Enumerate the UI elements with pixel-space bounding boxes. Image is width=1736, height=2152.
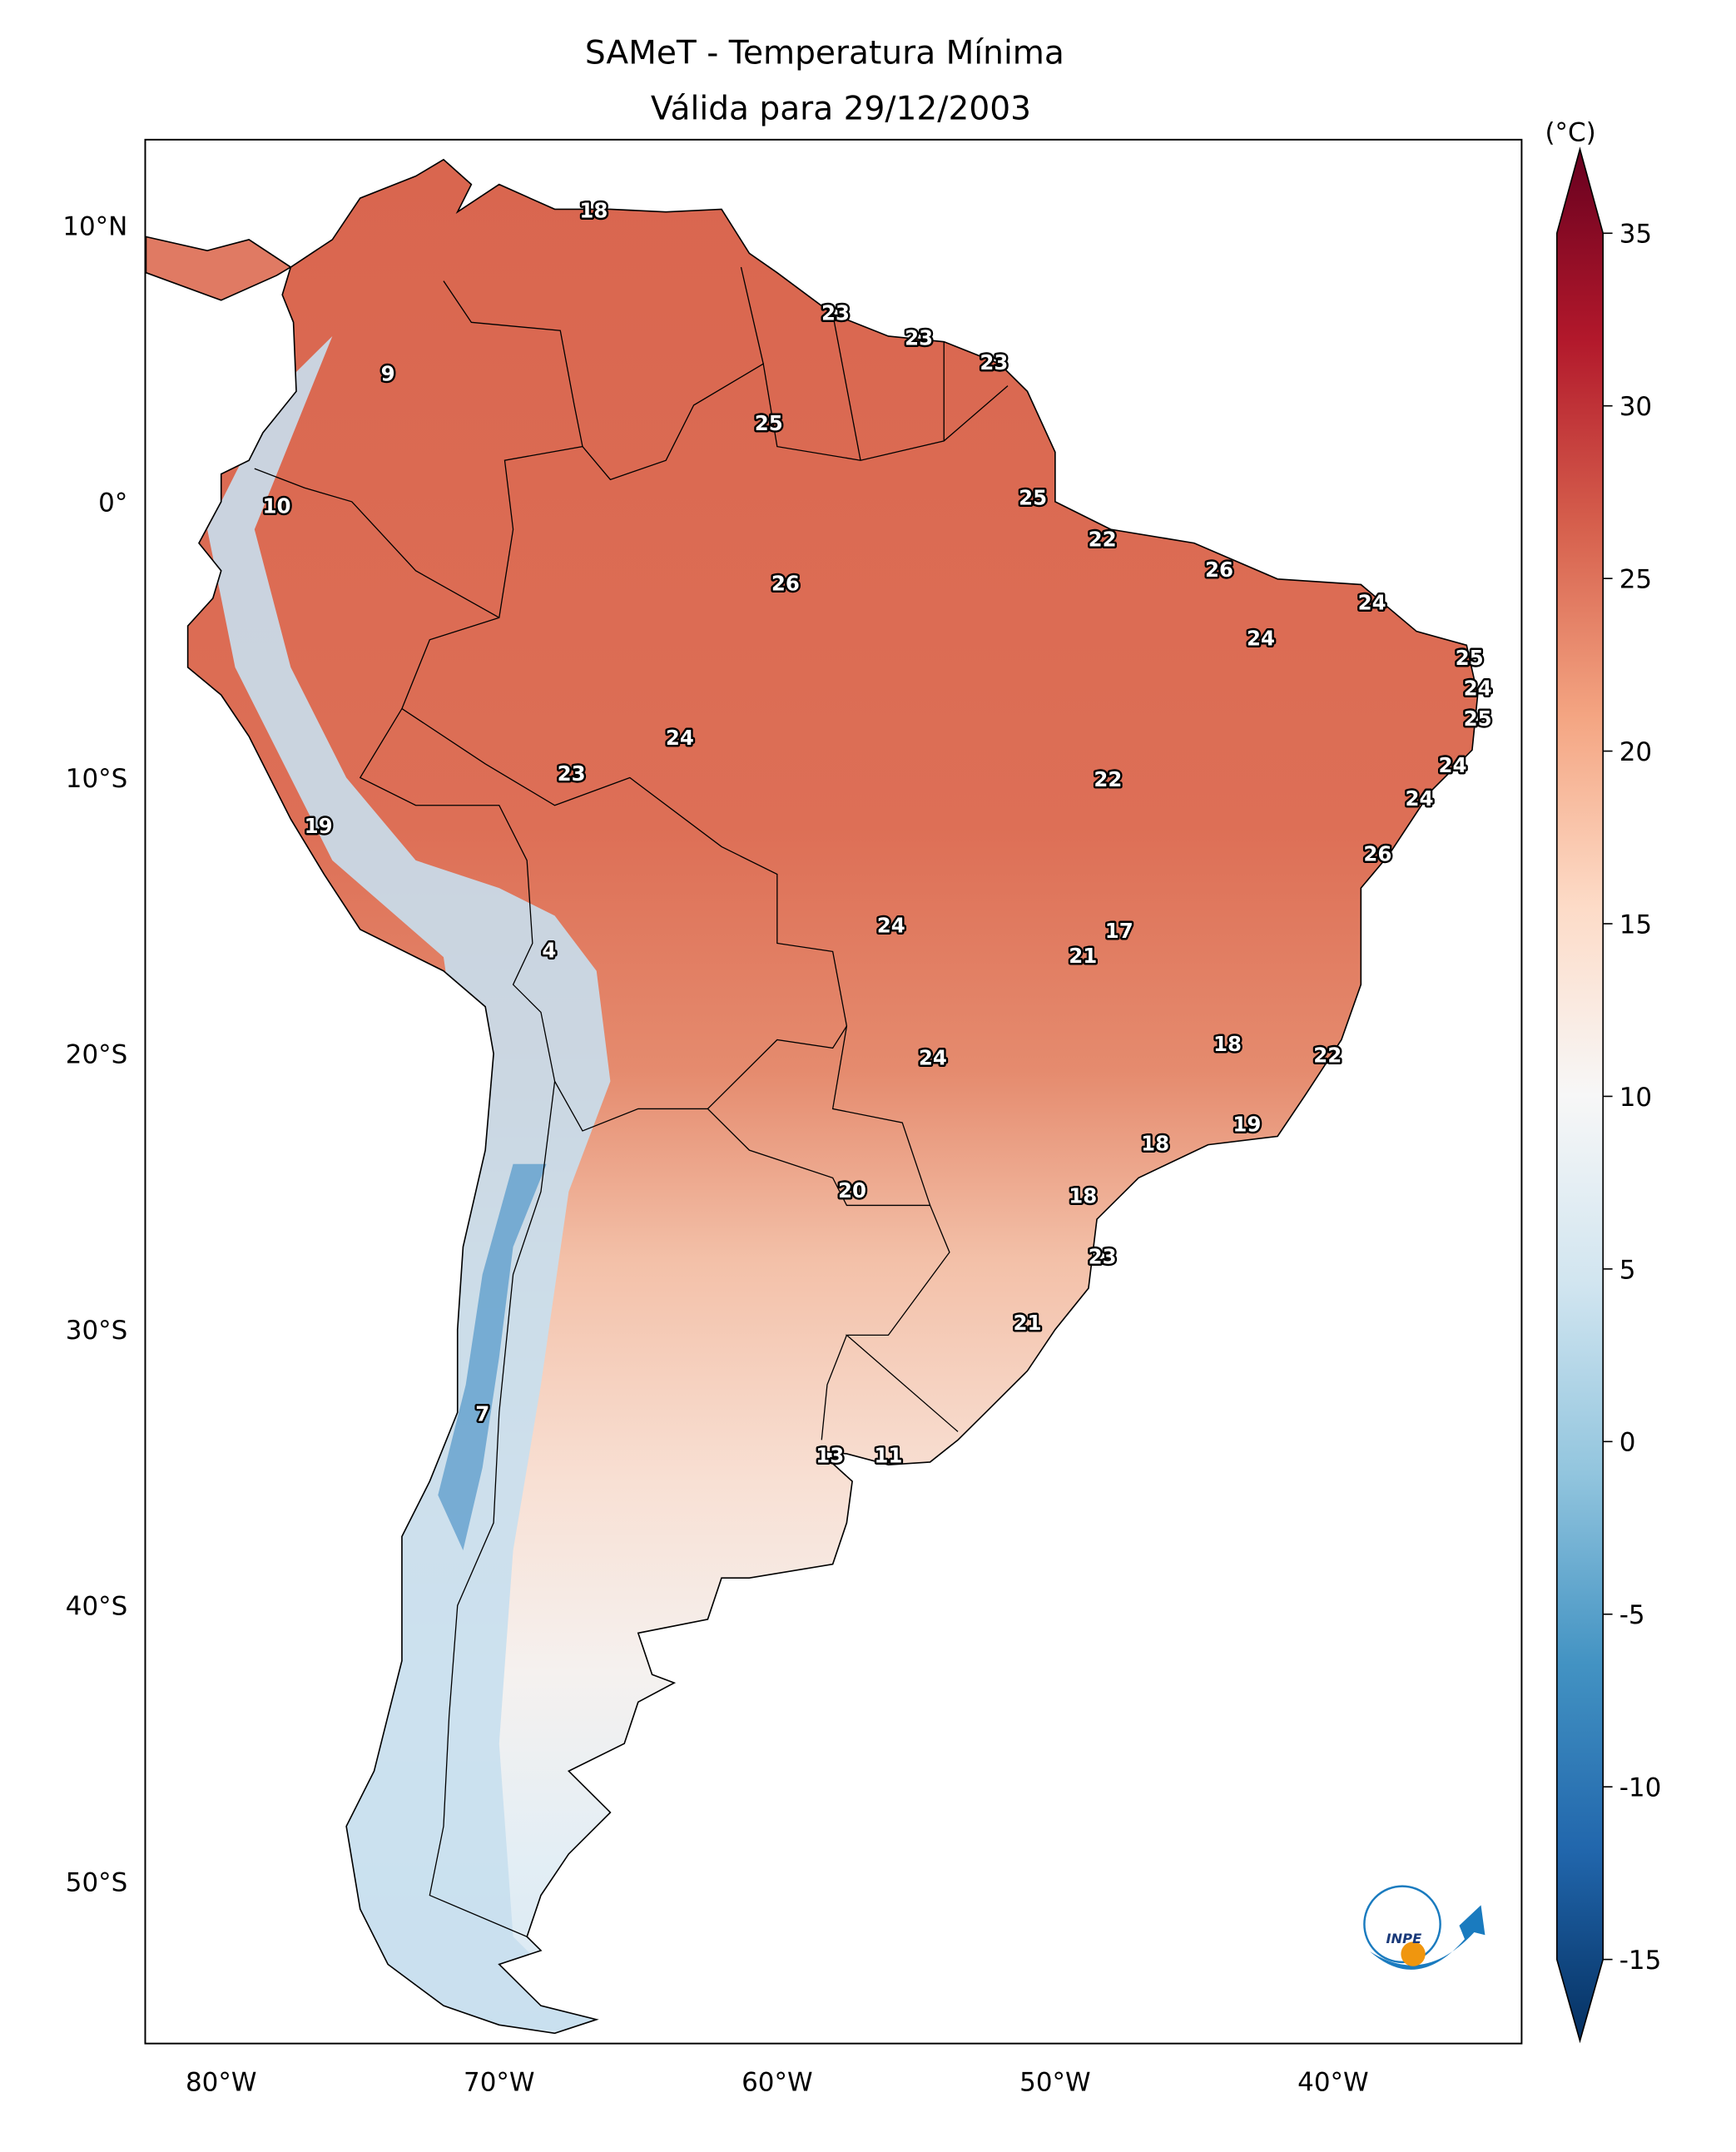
station-temperature-label: 22 bbox=[1313, 1043, 1342, 1067]
border-line bbox=[429, 1081, 556, 1937]
central-america-coast bbox=[145, 236, 292, 301]
station-temperature-label: 10 bbox=[263, 494, 291, 518]
border-line bbox=[254, 468, 500, 618]
border-line bbox=[831, 314, 861, 461]
border-line bbox=[401, 708, 959, 1432]
station-temperature-label: 24 bbox=[1439, 753, 1467, 777]
colorbar-tick-label: 30 bbox=[1619, 392, 1652, 422]
station-temperature-label: 25 bbox=[1019, 486, 1047, 510]
station-temperature-label: 23 bbox=[821, 300, 850, 325]
x-tick-label: 50°W bbox=[1019, 2068, 1090, 2098]
y-tick-label: 10°N bbox=[62, 212, 127, 242]
colorbar: (°C) 35 30 25 20 15 10 5 0 -5 -10 -15 bbox=[1545, 117, 1662, 2044]
axis-ticks: 80°W 70°W 60°W 50°W 40°W 10°N 0° 10°S 20°S 30°S 40… bbox=[62, 212, 1368, 2098]
station-temperature-label: 18 bbox=[579, 199, 608, 223]
colorbar-tick-label: 25 bbox=[1619, 565, 1652, 595]
andes-cold-zone bbox=[207, 335, 611, 2034]
station-temperature-label: 25 bbox=[1456, 646, 1484, 670]
andes-cold-core bbox=[438, 1163, 547, 1550]
title-line-1: SAMeT - Temperatura Mínima bbox=[585, 35, 1064, 72]
station-temperature-label: 22 bbox=[1094, 767, 1122, 791]
colorbar-tick-label: 20 bbox=[1619, 737, 1652, 767]
station-temperature-label: 23 bbox=[558, 761, 586, 786]
station-temperature-label: 25 bbox=[1464, 707, 1492, 731]
colorbar-unit-label: (°C) bbox=[1545, 117, 1595, 147]
border-line bbox=[401, 363, 1009, 709]
station-temperature-label: 20 bbox=[838, 1178, 866, 1202]
station-temperature-label: 24 bbox=[666, 726, 694, 750]
y-tick-label: 10°S bbox=[66, 764, 128, 794]
y-tick-label: 50°S bbox=[66, 1867, 128, 1897]
station-temperature-label: 11 bbox=[874, 1443, 902, 1467]
x-tick-label: 80°W bbox=[186, 2068, 256, 2098]
inpe-logo: INPE bbox=[1363, 1885, 1486, 1970]
x-tick-label: 40°W bbox=[1297, 2068, 1368, 2098]
station-temperature-label: 26 bbox=[1205, 558, 1233, 582]
station-temperature-label: 19 bbox=[1233, 1112, 1261, 1136]
station-temperature-label: 24 bbox=[919, 1046, 947, 1070]
border-line bbox=[359, 708, 930, 1207]
station-temperature-label: 23 bbox=[980, 350, 1008, 374]
station-temperature-label: 26 bbox=[1363, 841, 1391, 865]
y-tick-label: 20°S bbox=[66, 1040, 128, 1070]
station-temperature-label: 18 bbox=[1213, 1032, 1242, 1056]
station-temperature-label: 22 bbox=[1089, 527, 1117, 551]
logo-text: INPE bbox=[1386, 1931, 1421, 1946]
border-line bbox=[821, 1335, 848, 1440]
colorbar-tick-label: -5 bbox=[1619, 1600, 1645, 1630]
station-temperature-label: 24 bbox=[1464, 676, 1492, 700]
colorbar-gradient bbox=[1555, 146, 1604, 2044]
station-temperature-label: 17 bbox=[1105, 919, 1133, 943]
station-temperature-label: 23 bbox=[1089, 1244, 1117, 1268]
y-tick-label: 0° bbox=[98, 488, 127, 518]
station-temperature-label: 23 bbox=[905, 325, 933, 350]
y-tick-label: 40°S bbox=[66, 1592, 128, 1622]
colorbar-tick-label: -10 bbox=[1619, 1773, 1662, 1803]
station-temperature-label: 21 bbox=[1069, 944, 1097, 968]
title-line-2: Válida para 29/12/2003 bbox=[651, 90, 1031, 127]
station-temperature-label: 24 bbox=[1247, 627, 1275, 651]
station-temperature-label: 18 bbox=[1069, 1184, 1097, 1208]
station-temperature-label: 13 bbox=[816, 1443, 844, 1467]
station-temperature-label: 26 bbox=[771, 571, 800, 595]
colorbar-tick-label: 35 bbox=[1619, 220, 1652, 250]
map-frame bbox=[144, 138, 1523, 2045]
station-temperature-label: 25 bbox=[755, 411, 783, 435]
station-temperature-label: 24 bbox=[1405, 786, 1433, 811]
x-tick-label: 70°W bbox=[464, 2068, 534, 2098]
x-tick-label: 60°W bbox=[742, 2068, 812, 2098]
colorbar-tick-label: -15 bbox=[1619, 1946, 1662, 1976]
colorbar-tick-label: 0 bbox=[1619, 1428, 1636, 1458]
station-temperature-label: 9 bbox=[381, 361, 395, 385]
country-borders bbox=[254, 266, 1009, 1937]
station-temperature-label: 21 bbox=[1013, 1311, 1041, 1335]
coastline bbox=[186, 158, 1479, 2035]
colorbar-tick-label: 5 bbox=[1619, 1255, 1636, 1285]
y-tick-label: 30°S bbox=[66, 1316, 128, 1346]
border-line bbox=[707, 1025, 847, 1109]
station-temperature-label: 18 bbox=[1141, 1132, 1169, 1156]
colorbar-tick-label: 10 bbox=[1619, 1083, 1652, 1113]
border-line bbox=[443, 280, 583, 447]
station-temperature-label: 19 bbox=[305, 814, 333, 838]
station-temperature-label: 7 bbox=[475, 1402, 489, 1426]
station-temperature-label: 4 bbox=[542, 938, 556, 962]
station-temperature-label: 24 bbox=[1358, 591, 1386, 615]
colorbar-tick-label: 15 bbox=[1619, 910, 1652, 940]
border-line bbox=[740, 266, 764, 364]
station-temperature-label: 24 bbox=[877, 914, 905, 938]
